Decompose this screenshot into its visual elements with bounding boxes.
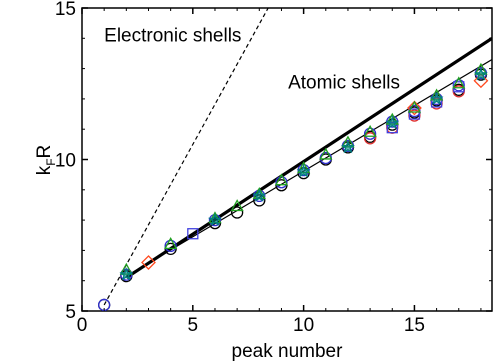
data-point-star-teal xyxy=(119,267,134,281)
data-point-star-teal xyxy=(429,91,444,105)
y-axis-title: kFR xyxy=(34,145,58,176)
annotation-electronic-shells: Electronic shells xyxy=(104,25,241,46)
x-tick-label: 10 xyxy=(293,315,314,336)
data-point-circle-black xyxy=(230,206,244,219)
data-point-star-teal xyxy=(385,115,400,130)
x-axis-title: peak number xyxy=(232,341,344,362)
data-point-triangle-green xyxy=(164,236,178,249)
data-point-star-teal xyxy=(296,164,311,178)
lines-layer xyxy=(103,8,492,306)
y-tick-label: 15 xyxy=(55,0,76,20)
data-point-star-teal xyxy=(207,212,222,226)
data-point-circle-blue xyxy=(275,176,288,189)
data-point-triangle-green xyxy=(452,76,466,89)
data-point-triangle-green xyxy=(230,199,244,212)
y-tick-label: 5 xyxy=(65,302,76,323)
data-point-diamond-red xyxy=(407,100,422,116)
data-point-triangle-green xyxy=(363,124,377,137)
data-point-triangle-green xyxy=(407,100,422,113)
y-tick-label: 10 xyxy=(55,151,76,172)
x-tick-label: 15 xyxy=(404,315,425,336)
markers-layer xyxy=(98,62,489,311)
data-point-star-teal xyxy=(474,67,488,81)
y-axis-title-k: k xyxy=(34,165,55,175)
data-point-triangle-green xyxy=(274,173,289,186)
data-point-circle-blue xyxy=(164,239,177,253)
data-point-circle-red xyxy=(363,132,377,145)
svg-text:kFR: kFR xyxy=(34,145,58,176)
x-tick-label: 5 xyxy=(188,315,199,336)
data-point-diamond-red xyxy=(141,255,156,270)
data-point-star-teal xyxy=(252,188,267,202)
electronic-shells-line xyxy=(103,8,269,306)
data-point-diamond-red xyxy=(473,73,489,89)
data-point-star-teal xyxy=(341,140,355,154)
y-axis-title-r: R xyxy=(34,145,55,159)
annotation-atomic-shells: Atomic shells xyxy=(288,72,400,93)
data-point-circle-blue xyxy=(363,127,377,140)
data-point-square-blue xyxy=(408,108,421,120)
x-tick-label: 0 xyxy=(77,315,88,336)
data-point-square-blue xyxy=(187,228,199,240)
y-axis-title-sub: F xyxy=(44,158,58,165)
data-point-triangle-green xyxy=(319,147,333,160)
